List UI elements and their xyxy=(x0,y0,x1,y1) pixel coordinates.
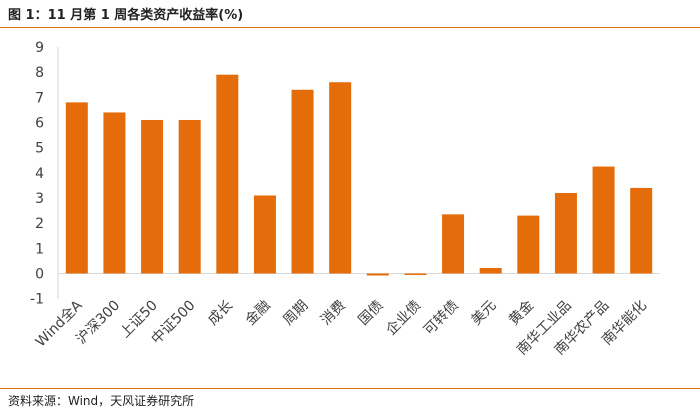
header-rule xyxy=(0,27,700,28)
x-tick-label: 消费 xyxy=(318,298,349,329)
x-tick-label: 国债 xyxy=(356,298,387,329)
y-tick-label: 2 xyxy=(35,216,44,232)
x-tick-label: 成长 xyxy=(205,298,236,329)
bar xyxy=(630,187,653,274)
y-tick-label: 9 xyxy=(35,40,44,56)
y-tick-label: 5 xyxy=(35,141,44,157)
bar xyxy=(141,119,164,274)
bar xyxy=(65,102,88,274)
x-tick-label: 黄金 xyxy=(505,297,537,329)
x-tick-label: 美元 xyxy=(468,298,499,329)
x-tick-label: 金融 xyxy=(243,298,274,329)
footer-rule xyxy=(0,388,700,389)
y-tick-label: -1 xyxy=(30,292,44,308)
y-tick-label: 8 xyxy=(35,65,44,81)
bar xyxy=(253,195,276,274)
bar xyxy=(592,166,615,274)
bar xyxy=(479,267,502,274)
bar xyxy=(554,192,577,274)
x-tick-label: 可转债 xyxy=(421,298,462,339)
bar xyxy=(291,89,314,274)
y-tick-label: 4 xyxy=(35,166,44,182)
x-tick-label: 周期 xyxy=(280,298,311,329)
bar xyxy=(103,112,126,274)
bar xyxy=(517,215,540,274)
bar xyxy=(442,214,465,274)
bar xyxy=(329,82,352,274)
source-note: 资料来源：Wind，天风证券研究所 xyxy=(8,394,195,408)
bar xyxy=(404,273,427,276)
bar xyxy=(178,119,201,274)
y-tick-label: 7 xyxy=(35,90,44,106)
y-tick-label: 6 xyxy=(35,116,44,132)
figure-title: 图 1：11 月第 1 周各类资产收益率(%) xyxy=(8,8,244,23)
bar xyxy=(216,74,239,274)
y-tick-label: 3 xyxy=(35,191,44,207)
x-tick-label: 企业债 xyxy=(383,297,425,339)
y-tick-label: 0 xyxy=(35,267,44,283)
y-tick-label: 1 xyxy=(35,241,44,257)
bar xyxy=(366,273,389,276)
